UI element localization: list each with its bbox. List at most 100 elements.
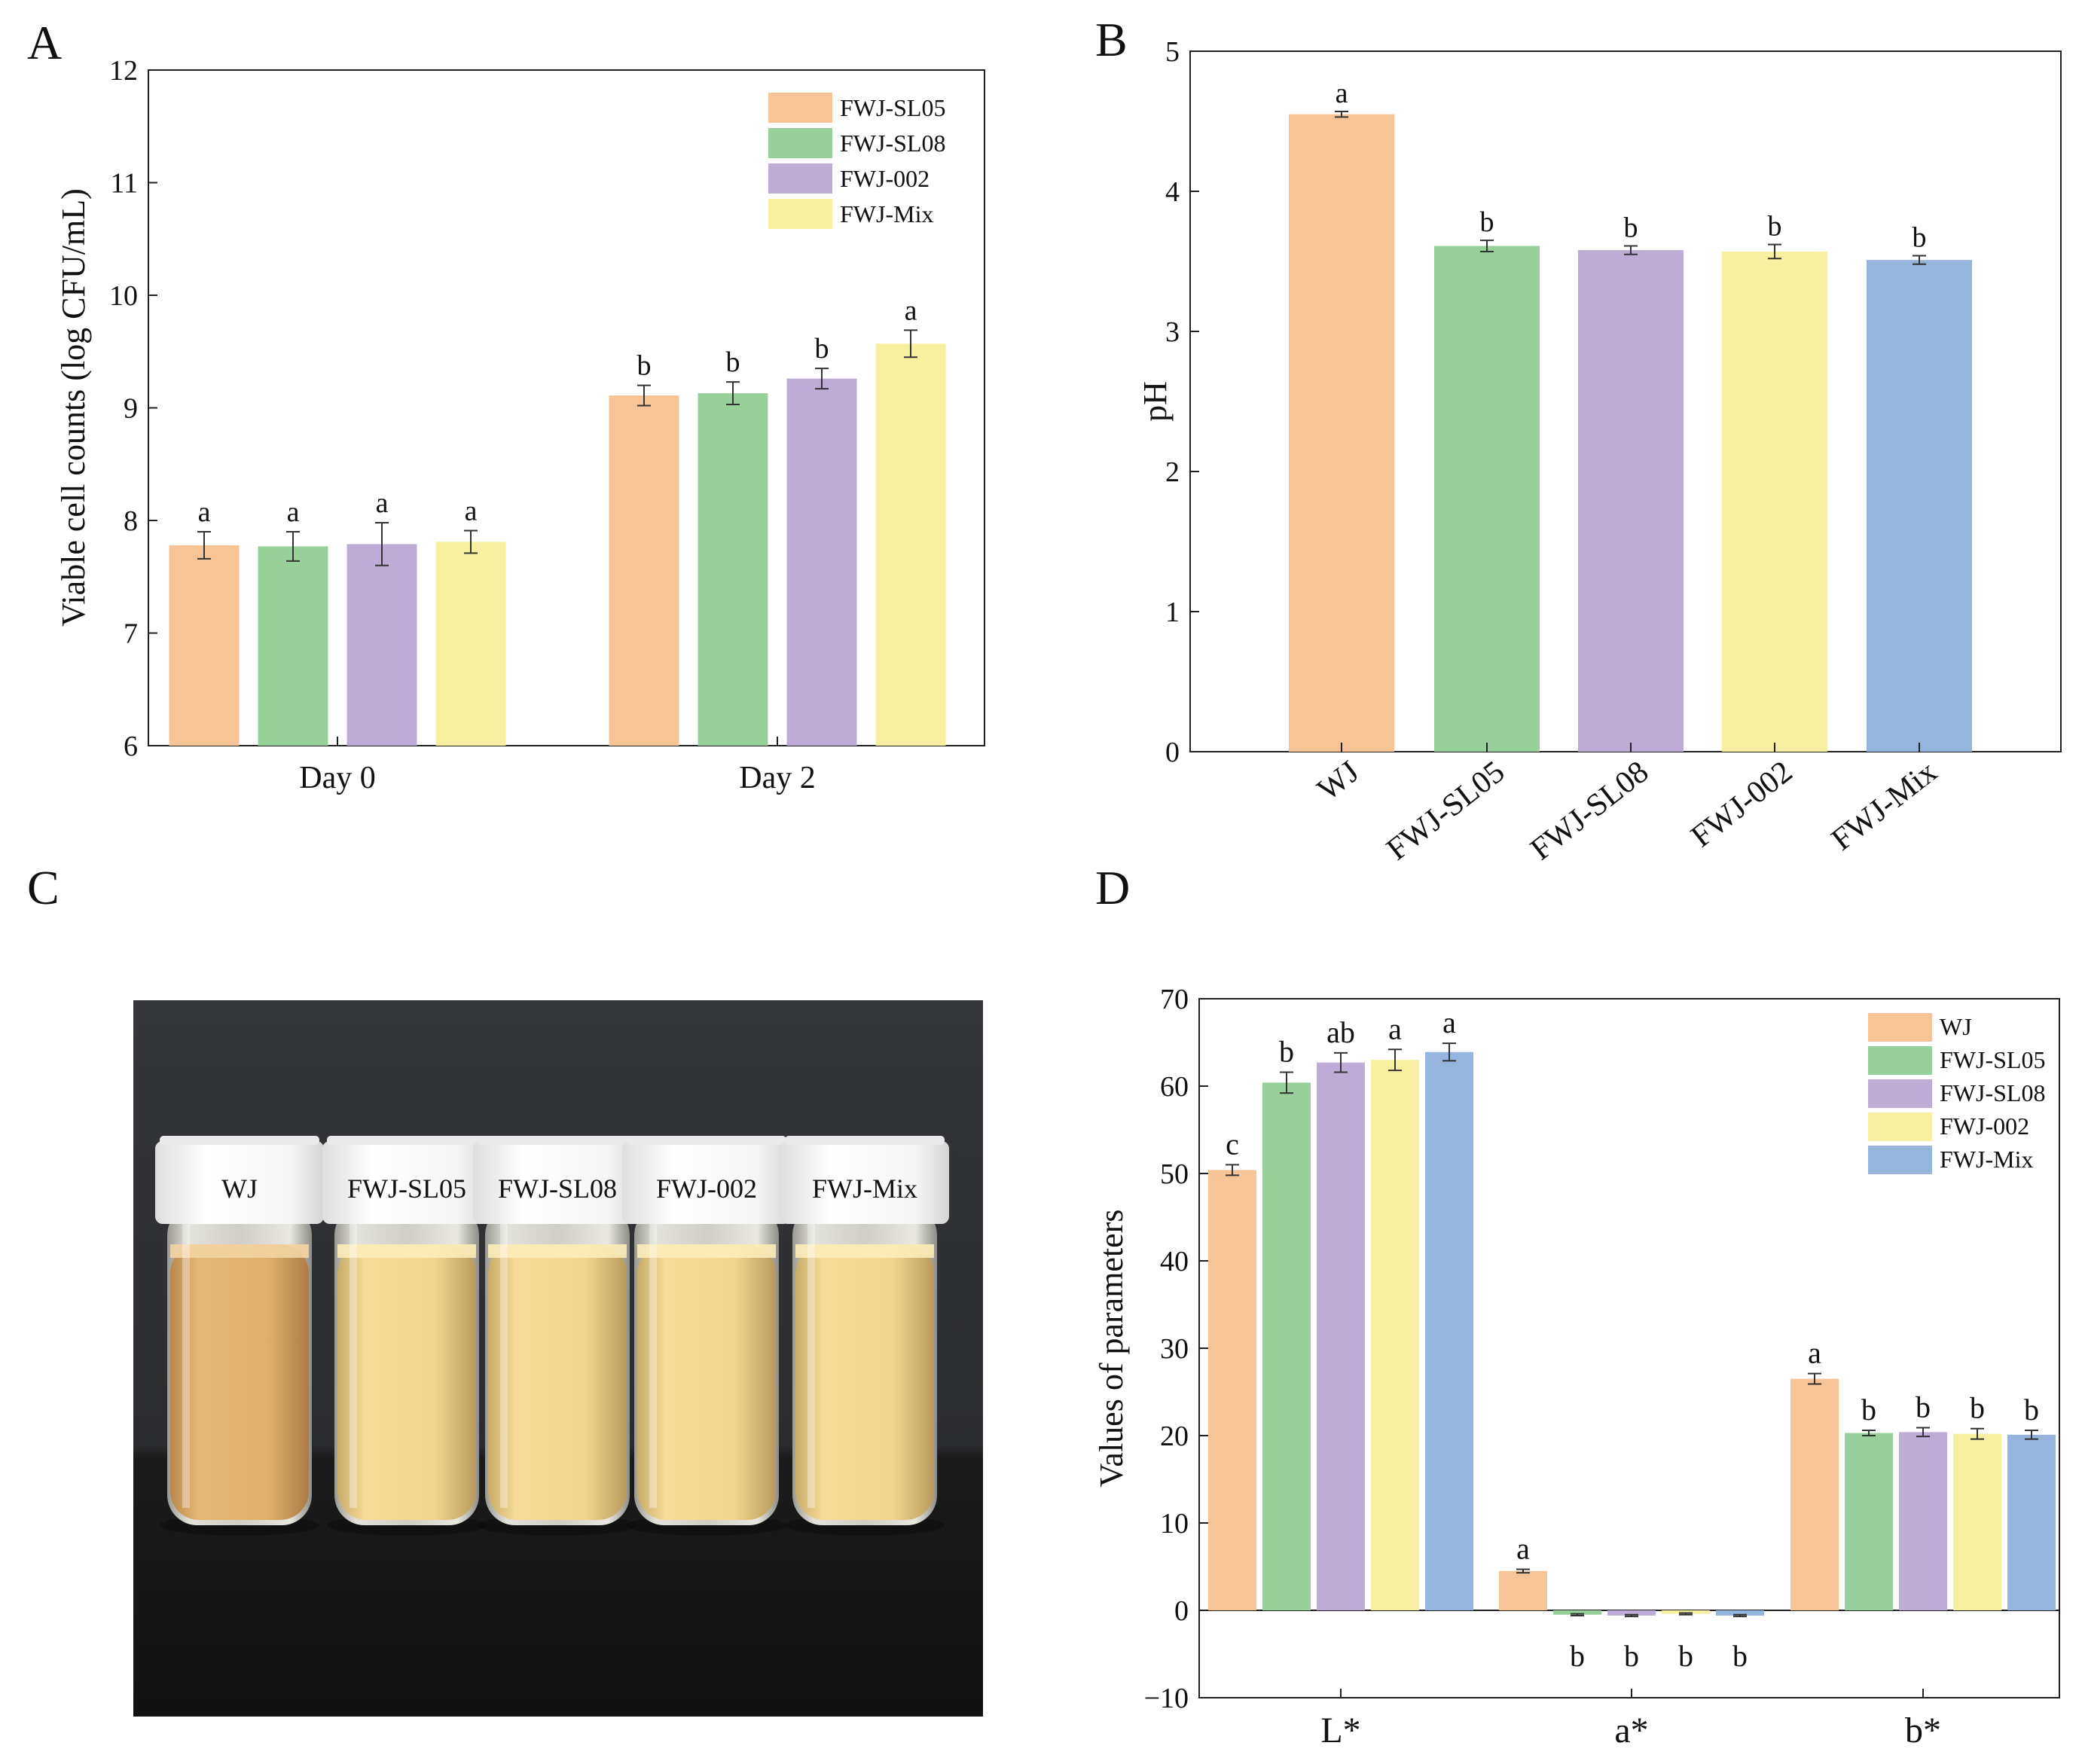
chart-a-legend-swatch <box>768 93 832 123</box>
chart-b-xtick-label: WJ <box>1311 755 1366 808</box>
chart-d-sig-letter: b <box>1916 1390 1931 1424</box>
chart-d-sig-letter: a <box>1808 1336 1821 1370</box>
chart-a-bar <box>258 546 328 746</box>
chart-a-legend-label: FWJ-002 <box>840 165 930 192</box>
panel-label-a: A <box>27 16 62 69</box>
chart-d-bar <box>2007 1434 2056 1610</box>
vial-group: WJ FWJ-SL05 FWJ-SL08 FWJ-002 FWJ-Mix <box>155 1136 949 1536</box>
chart-a-xtick-label: Day 2 <box>739 761 815 795</box>
chart-d-ytick-label: 50 <box>1160 1158 1189 1190</box>
chart-a-sig-letter: b <box>815 333 829 365</box>
chart-d-sig-letter: b <box>1279 1034 1294 1068</box>
chart-a-legend-swatch <box>768 163 832 194</box>
chart-d-legend-swatch <box>1868 1146 1932 1174</box>
chart-d-xtick-label: L* <box>1320 1711 1360 1750</box>
vial-highlight <box>182 1214 190 1508</box>
chart-a-bar <box>875 343 946 746</box>
chart-a-sig-letter: a <box>287 496 300 528</box>
chart-b-sig-letter: b <box>1480 206 1494 238</box>
chart-b-marks: 0 1 2 3 4 5 a WJ b FWJ-SL05 b FWJ-SL08 b FWJ-002 b FWJ-… <box>1165 36 1972 867</box>
vial-foam <box>488 1244 627 1258</box>
chart-a-bar <box>786 378 857 746</box>
vial-liquid <box>637 1244 776 1520</box>
panel-label-b: B <box>1095 13 1128 66</box>
chart-d-sig-letter: a <box>1516 1531 1530 1565</box>
vial-foam <box>337 1244 476 1258</box>
chart-d-sig-letter: a <box>1442 1006 1456 1039</box>
vial-cap <box>322 1141 491 1224</box>
chart-a-ytick-label: 12 <box>109 55 138 87</box>
vial-cap-top <box>478 1136 637 1145</box>
chart-a-ytick-label: 6 <box>124 731 138 762</box>
chart-d-sig-letter: ab <box>1326 1015 1355 1049</box>
chart-d-bar <box>1790 1378 1839 1610</box>
chart-d-ytick-label: 70 <box>1160 984 1189 1015</box>
chart-b-sig-letter: b <box>1913 222 1927 254</box>
chart-d-bar <box>1317 1062 1365 1610</box>
chart-d-bar <box>1208 1170 1256 1610</box>
chart-a-bar <box>346 544 417 746</box>
chart-d-bar <box>1662 1610 1710 1614</box>
vial-highlight <box>807 1214 815 1508</box>
chart-b-sig-letter: a <box>1336 78 1348 109</box>
chart-d-bar <box>1953 1433 2001 1610</box>
chart-a-legend-swatch <box>768 199 832 229</box>
chart-a-ytick-label: 9 <box>124 393 138 425</box>
chart-d-bar <box>1262 1082 1311 1610</box>
chart-d-xtick-label: a* <box>1614 1711 1648 1750</box>
chart-b-ytick-label: 3 <box>1165 316 1180 348</box>
vial-cap <box>155 1141 324 1224</box>
chart-d-legend-label: FWJ-SL08 <box>1940 1079 2045 1106</box>
chart-b-bar <box>1867 260 1972 752</box>
chart-b-sig-letter: b <box>1624 212 1638 244</box>
photo-vials: WJ FWJ-SL05 FWJ-SL08 FWJ-002 FWJ-Mix <box>133 1000 983 1717</box>
chart-d-legend-swatch <box>1868 1112 1932 1141</box>
vial-cap-top <box>327 1136 487 1145</box>
chart-d-bar <box>1425 1051 1473 1610</box>
chart-b-ytick-label: 1 <box>1165 597 1180 628</box>
chart-d-sig-letter: c <box>1226 1127 1239 1161</box>
chart-d-bar <box>1899 1432 1947 1610</box>
vial-foam <box>637 1244 776 1258</box>
vial-liquid <box>795 1244 934 1520</box>
chart-a-legend-label: FWJ-Mix <box>840 200 933 227</box>
panel-label-c: C <box>27 861 60 914</box>
chart-d-sig-letter: b <box>1861 1393 1876 1427</box>
vial-label: FWJ-Mix <box>812 1173 917 1204</box>
vial-liquid <box>337 1244 476 1520</box>
vial-cap <box>473 1141 642 1224</box>
chart-d-legend-swatch <box>1868 1079 1932 1108</box>
chart-b-bar <box>1434 246 1540 752</box>
chart-d-ytick-label: 40 <box>1160 1246 1189 1277</box>
chart-b-ytick-label: 5 <box>1165 36 1180 68</box>
vial-cap <box>622 1141 791 1224</box>
chart-a-sig-letter: a <box>376 487 389 519</box>
chart-b-bar <box>1289 114 1394 752</box>
chart-d-ytick-label: 0 <box>1174 1595 1189 1627</box>
chart-a-bar <box>609 395 679 746</box>
chart-d-bar <box>1553 1610 1601 1615</box>
chart-d-legend-swatch <box>1868 1046 1932 1075</box>
chart-a-sig-letter: a <box>905 295 917 326</box>
chart-d-sig-letter: b <box>1624 1639 1639 1673</box>
chart-d-ytick-label: −10 <box>1144 1683 1189 1714</box>
chart-b-xtick-label: FWJ-002 <box>1685 755 1800 855</box>
chart-b-xtick-label: FWJ-Mix <box>1825 755 1943 858</box>
chart-b-xtick-label: FWJ-SL08 <box>1525 755 1656 868</box>
vial-highlight <box>350 1214 357 1508</box>
chart-d-sig-letter: b <box>2024 1393 2039 1427</box>
chart-a-marks: 6 7 8 9 10 11 12 Day 0 a a a a Day 2 b b b a FWJ-SL05 FWJ-… <box>109 55 946 795</box>
chart-d-bar <box>1607 1610 1656 1616</box>
chart-d-bar <box>1716 1610 1764 1616</box>
chart-a-legend-swatch <box>768 128 832 158</box>
chart-a-xtick-label: Day 0 <box>299 761 375 795</box>
chart-a-ylabel: Viable cell counts (log CFU/mL) <box>55 188 92 626</box>
chart-d-sig-letter: b <box>1678 1639 1693 1673</box>
chart-b-sig-letter: b <box>1768 211 1782 243</box>
vial-foam <box>170 1244 309 1258</box>
chart-d-ytick-label: 60 <box>1160 1071 1189 1103</box>
vial-label: FWJ-SL08 <box>498 1173 617 1204</box>
vial-cap-top <box>785 1136 945 1145</box>
